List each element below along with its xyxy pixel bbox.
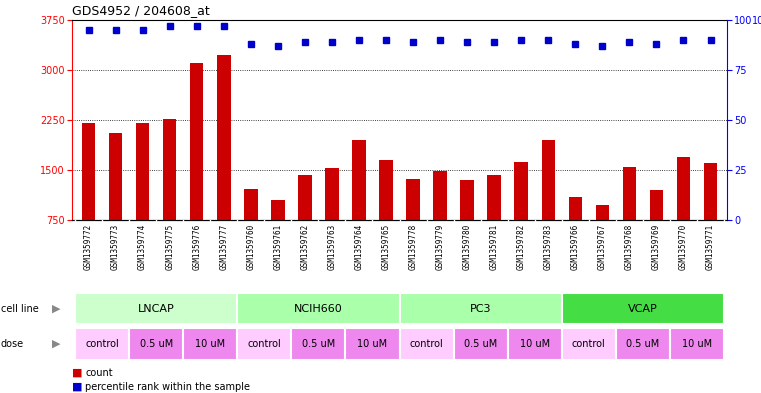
Text: GSM1359763: GSM1359763 [327,224,336,270]
Bar [622,167,636,220]
Text: control: control [85,339,119,349]
Bar [460,180,474,220]
Bar [136,123,149,220]
Text: LNCAP: LNCAP [138,303,174,314]
Y-axis label: 100%: 100% [753,16,761,26]
Text: GSM1359768: GSM1359768 [625,224,634,270]
Text: 10 uM: 10 uM [520,339,549,349]
Bar [244,189,257,220]
Text: PC3: PC3 [470,303,492,314]
Bar [670,328,724,360]
Text: GSM1359783: GSM1359783 [544,224,552,270]
Text: GSM1359777: GSM1359777 [219,224,228,270]
Text: GSM1359776: GSM1359776 [193,224,201,270]
Bar [190,63,203,220]
Bar [325,168,339,220]
Text: control: control [247,339,281,349]
Text: GSM1359779: GSM1359779 [435,224,444,270]
Bar [400,328,454,360]
Text: ■: ■ [72,382,83,392]
Bar [81,123,95,220]
Bar [271,200,285,220]
Bar [109,133,123,220]
Bar [352,140,366,220]
Text: 0.5 uM: 0.5 uM [626,339,660,349]
Bar [217,55,231,220]
Bar [508,328,562,360]
Text: GSM1359773: GSM1359773 [111,224,120,270]
Text: percentile rank within the sample: percentile rank within the sample [85,382,250,392]
Text: 0.5 uM: 0.5 uM [139,339,173,349]
Bar [400,292,562,325]
Bar [616,328,670,360]
Bar [237,292,400,325]
Text: GSM1359778: GSM1359778 [409,224,418,270]
Text: GSM1359771: GSM1359771 [706,224,715,270]
Text: count: count [85,367,113,378]
Bar [514,162,528,220]
Bar [298,174,312,220]
Text: GSM1359782: GSM1359782 [517,224,526,270]
Bar [433,171,447,220]
Text: GSM1359781: GSM1359781 [489,224,498,270]
Text: GSM1359770: GSM1359770 [679,224,688,270]
Bar [454,328,508,360]
Text: GSM1359775: GSM1359775 [165,224,174,270]
Bar [406,179,420,220]
Text: dose: dose [1,339,24,349]
Bar [345,328,400,360]
Bar [291,328,345,360]
Text: GSM1359780: GSM1359780 [463,224,472,270]
Bar [596,205,609,220]
Text: control: control [572,339,606,349]
Text: GSM1359769: GSM1359769 [652,224,661,270]
Bar [163,119,177,220]
Bar [75,328,129,360]
Text: 10 uM: 10 uM [358,339,387,349]
Text: ▶: ▶ [52,303,60,314]
Text: GSM1359764: GSM1359764 [355,224,364,270]
Bar [650,190,663,220]
Text: cell line: cell line [1,303,39,314]
Bar [704,163,718,220]
Text: GDS4952 / 204608_at: GDS4952 / 204608_at [72,4,210,17]
Bar [562,292,724,325]
Bar [562,328,616,360]
Text: 0.5 uM: 0.5 uM [464,339,497,349]
Bar [75,292,237,325]
Bar [677,156,690,220]
Text: 0.5 uM: 0.5 uM [302,339,335,349]
Text: GSM1359761: GSM1359761 [273,224,282,270]
Text: ■: ■ [72,367,83,378]
Bar [487,175,501,220]
Text: ▶: ▶ [52,339,60,349]
Text: GSM1359766: GSM1359766 [571,224,580,270]
Text: GSM1359762: GSM1359762 [301,224,310,270]
Text: 10 uM: 10 uM [682,339,712,349]
Text: GSM1359760: GSM1359760 [247,224,255,270]
Bar [379,160,393,220]
Text: control: control [409,339,444,349]
Bar [183,328,237,360]
Bar [237,328,291,360]
Text: 10 uM: 10 uM [195,339,225,349]
Bar [129,328,183,360]
Bar [542,140,555,220]
Text: GSM1359774: GSM1359774 [138,224,147,270]
Text: GSM1359767: GSM1359767 [598,224,607,270]
Text: GSM1359772: GSM1359772 [84,224,93,270]
Text: VCAP: VCAP [628,303,658,314]
Text: GSM1359765: GSM1359765 [381,224,390,270]
Text: NCIH660: NCIH660 [294,303,342,314]
Bar [568,196,582,220]
